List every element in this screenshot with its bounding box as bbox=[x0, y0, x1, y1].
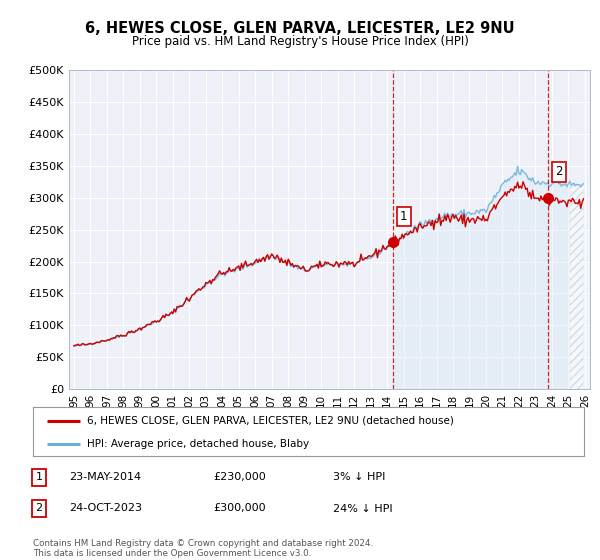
Text: 24-OCT-2023: 24-OCT-2023 bbox=[69, 503, 142, 514]
Text: £300,000: £300,000 bbox=[213, 503, 266, 514]
Text: 23-MAY-2014: 23-MAY-2014 bbox=[69, 472, 141, 482]
Text: 1: 1 bbox=[35, 472, 43, 482]
Text: 2: 2 bbox=[555, 165, 563, 178]
Text: £230,000: £230,000 bbox=[213, 472, 266, 482]
Text: HPI: Average price, detached house, Blaby: HPI: Average price, detached house, Blab… bbox=[87, 439, 309, 449]
Text: 2: 2 bbox=[35, 503, 43, 514]
Text: 1: 1 bbox=[400, 210, 407, 223]
Text: Contains HM Land Registry data © Crown copyright and database right 2024.
This d: Contains HM Land Registry data © Crown c… bbox=[33, 539, 373, 558]
Text: 3% ↓ HPI: 3% ↓ HPI bbox=[333, 472, 385, 482]
Text: Price paid vs. HM Land Registry's House Price Index (HPI): Price paid vs. HM Land Registry's House … bbox=[131, 35, 469, 48]
Text: 6, HEWES CLOSE, GLEN PARVA, LEICESTER, LE2 9NU (detached house): 6, HEWES CLOSE, GLEN PARVA, LEICESTER, L… bbox=[87, 416, 454, 426]
Text: 6, HEWES CLOSE, GLEN PARVA, LEICESTER, LE2 9NU: 6, HEWES CLOSE, GLEN PARVA, LEICESTER, L… bbox=[85, 21, 515, 36]
Text: 24% ↓ HPI: 24% ↓ HPI bbox=[333, 503, 392, 514]
